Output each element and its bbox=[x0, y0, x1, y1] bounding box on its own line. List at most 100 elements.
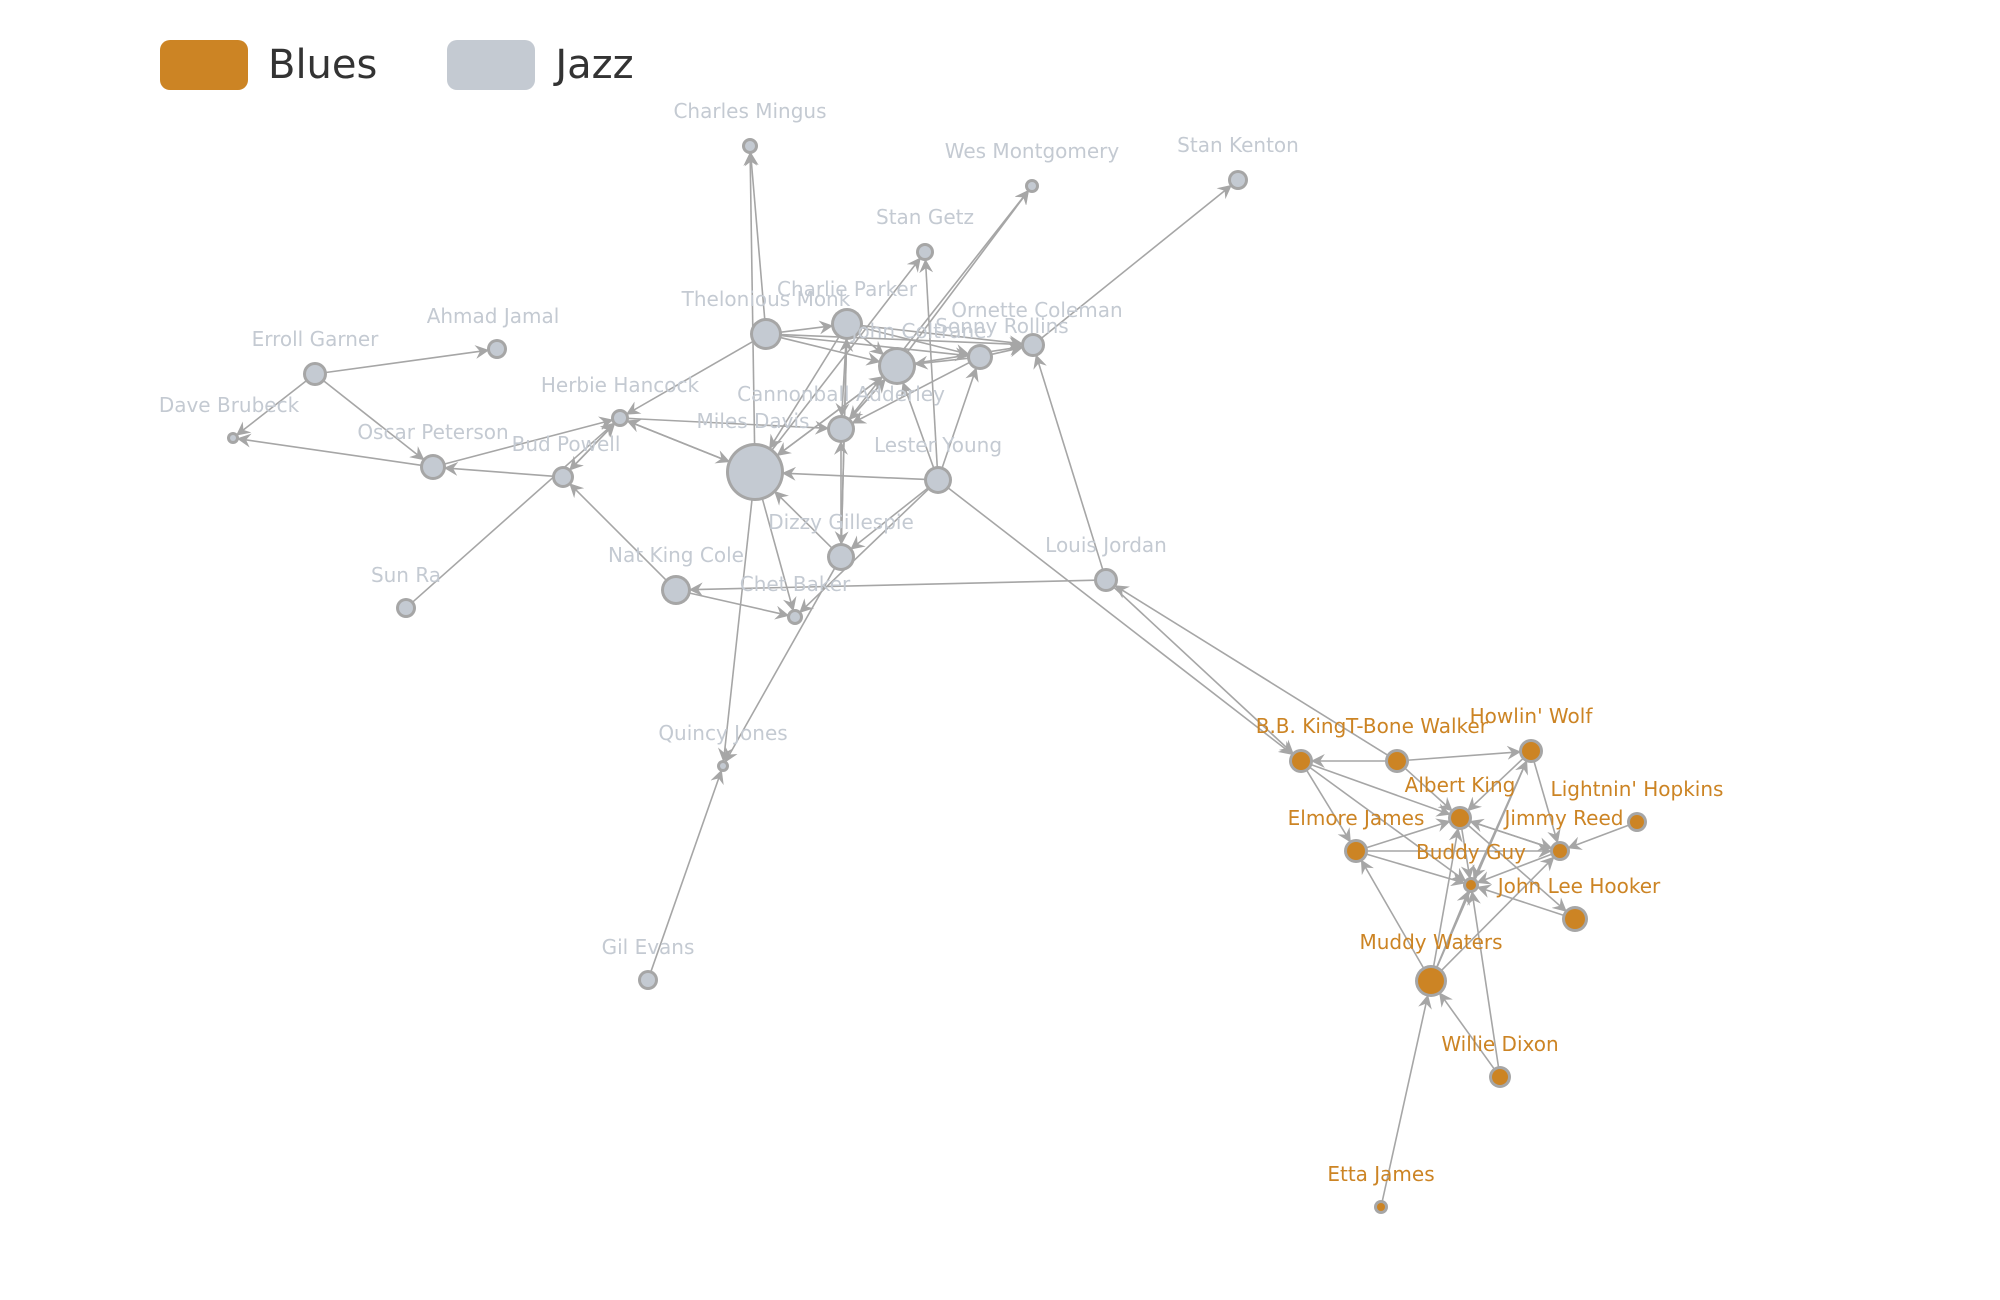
node-stan-kenton[interactable] bbox=[1228, 170, 1248, 190]
node-quincy-jones[interactable] bbox=[717, 760, 729, 772]
edge-sun-ra-to-herbie-hancock bbox=[411, 422, 615, 604]
node-dot-erroll-garner bbox=[306, 365, 324, 383]
node-etta-james[interactable] bbox=[1374, 1200, 1388, 1214]
node-label-john-coltrane: John Coltrane bbox=[850, 319, 987, 343]
node-label-buddy-guy: Buddy Guy bbox=[1416, 840, 1526, 864]
legend-item-jazz[interactable]: Jazz bbox=[447, 40, 634, 90]
node-lightnin-hopkins[interactable] bbox=[1627, 812, 1647, 832]
edge-nat-king-cole-to-bud-powell bbox=[569, 483, 668, 582]
node-elmore-james[interactable] bbox=[1344, 839, 1368, 863]
node-dot-howlin-wolf bbox=[1522, 742, 1540, 760]
edge-thelonious-monk-to-charlie-parker bbox=[779, 320, 834, 335]
node-bb-king[interactable] bbox=[1289, 749, 1313, 773]
node-dot-muddy-waters bbox=[1418, 968, 1444, 994]
edge-miles-davis-to-quincy-jones bbox=[717, 498, 753, 763]
node-john-coltrane[interactable] bbox=[878, 347, 916, 385]
edge-gil-evans-to-quincy-jones bbox=[649, 769, 724, 973]
node-label-miles-davis: Miles Davis bbox=[697, 409, 810, 433]
node-sonny-rollins[interactable] bbox=[967, 344, 993, 370]
edge-miles-davis-to-chet-baker bbox=[761, 497, 797, 612]
node-charlie-parker[interactable] bbox=[831, 308, 863, 340]
edge-oscar-peterson-to-herbie-hancock bbox=[443, 416, 614, 465]
node-ornette-coleman[interactable] bbox=[1021, 333, 1045, 357]
node-howlin-wolf[interactable] bbox=[1519, 739, 1543, 763]
edge-lester-young-to-dizzy-gillespie bbox=[850, 486, 930, 550]
node-charles-mingus[interactable] bbox=[742, 138, 758, 154]
node-john-lee-hooker[interactable] bbox=[1562, 906, 1588, 932]
edge-lester-young-to-john-coltrane bbox=[900, 381, 935, 469]
legend-label-blues: Blues bbox=[268, 42, 378, 88]
edge-john-coltrane-to-miles-davis bbox=[776, 375, 884, 456]
node-dot-nat-king-cole bbox=[664, 578, 688, 602]
node-label-sonny-rollins: Sonny Rollins bbox=[935, 314, 1068, 338]
node-dot-etta-james bbox=[1377, 1203, 1385, 1211]
node-dot-oscar-peterson bbox=[423, 457, 443, 477]
node-label-ornette-coleman: Ornette Coleman bbox=[951, 298, 1122, 322]
node-dot-lester-young bbox=[927, 469, 949, 491]
edge-john-coltrane-to-wes-montgomery bbox=[906, 189, 1030, 353]
node-thelonious-monk[interactable] bbox=[750, 318, 782, 350]
node-gil-evans[interactable] bbox=[638, 970, 658, 990]
edge-miles-davis-to-charles-mingus bbox=[743, 151, 758, 446]
node-dot-thelonious-monk bbox=[753, 321, 779, 347]
legend: Blues Jazz bbox=[160, 40, 704, 90]
edge-thelonious-monk-to-charles-mingus bbox=[744, 151, 766, 321]
node-dot-chet-baker bbox=[790, 612, 800, 622]
node-dot-john-lee-hooker bbox=[1565, 909, 1585, 929]
node-label-charles-mingus: Charles Mingus bbox=[673, 99, 826, 123]
node-willie-dixon[interactable] bbox=[1489, 1066, 1511, 1088]
legend-item-blues[interactable]: Blues bbox=[160, 40, 377, 90]
node-label-dave-brubeck: Dave Brubeck bbox=[159, 393, 300, 417]
node-dot-cannonball-adderley bbox=[830, 418, 852, 440]
node-label-cannonball-adderley: Cannonball Adderley bbox=[737, 382, 945, 406]
node-miles-davis[interactable] bbox=[726, 443, 784, 501]
edge-lightnin-hopkins-to-jimmy-reed bbox=[1567, 824, 1630, 850]
node-dot-charles-mingus bbox=[745, 141, 755, 151]
edge-howlin-wolf-to-albert-king bbox=[1467, 757, 1525, 812]
node-dot-stan-getz bbox=[919, 246, 931, 258]
node-sun-ra[interactable] bbox=[396, 598, 416, 618]
edge-lester-young-to-stan-getz bbox=[919, 258, 939, 469]
node-nat-king-cole[interactable] bbox=[661, 575, 691, 605]
node-label-lightnin-hopkins: Lightnin' Hopkins bbox=[1551, 777, 1724, 801]
node-jimmy-reed[interactable] bbox=[1550, 841, 1570, 861]
edge-willie-dixon-to-buddy-guy bbox=[1467, 890, 1500, 1069]
node-muddy-waters[interactable] bbox=[1415, 965, 1447, 997]
edge-howlin-wolf-to-buddy-guy bbox=[1472, 759, 1528, 880]
edge-dizzy-gillespie-to-miles-davis bbox=[774, 490, 834, 550]
node-label-dizzy-gillespie: Dizzy Gillespie bbox=[768, 510, 914, 534]
node-stan-getz[interactable] bbox=[916, 243, 934, 261]
node-wes-montgomery[interactable] bbox=[1025, 179, 1039, 193]
legend-label-jazz: Jazz bbox=[555, 42, 634, 88]
node-bud-powell[interactable] bbox=[552, 466, 574, 488]
node-label-bb-king: B.B. King bbox=[1256, 714, 1347, 738]
edge-muddy-waters-to-jimmy-reed bbox=[1440, 856, 1555, 972]
node-dave-brubeck[interactable] bbox=[227, 432, 239, 444]
node-label-stan-kenton: Stan Kenton bbox=[1177, 133, 1299, 157]
node-dot-willie-dixon bbox=[1492, 1069, 1508, 1085]
node-label-lester-young: Lester Young bbox=[874, 433, 1002, 457]
node-dizzy-gillespie[interactable] bbox=[827, 543, 855, 571]
node-louis-jordan[interactable] bbox=[1094, 568, 1118, 592]
edge-muddy-waters-to-buddy-guy bbox=[1435, 890, 1470, 969]
node-chet-baker[interactable] bbox=[787, 609, 803, 625]
edge-thelonious-monk-to-sonny-rollins bbox=[779, 334, 970, 362]
edge-john-lee-hooker-to-buddy-guy bbox=[1476, 884, 1565, 917]
node-dot-charlie-parker bbox=[834, 311, 860, 337]
node-t-bone-walker[interactable] bbox=[1385, 749, 1409, 773]
node-herbie-hancock[interactable] bbox=[611, 409, 629, 427]
node-label-erroll-garner: Erroll Garner bbox=[252, 327, 380, 351]
node-oscar-peterson[interactable] bbox=[420, 454, 446, 480]
node-ahmad-jamal[interactable] bbox=[487, 339, 507, 359]
node-buddy-guy[interactable] bbox=[1463, 877, 1479, 893]
node-label-nat-king-cole: Nat King Cole bbox=[608, 543, 744, 567]
edge-sonny-rollins-to-ornette-coleman bbox=[990, 343, 1024, 358]
node-dot-ornette-coleman bbox=[1024, 336, 1042, 354]
edge-erroll-garner-to-dave-brubeck bbox=[236, 379, 308, 436]
node-cannonball-adderley[interactable] bbox=[827, 415, 855, 443]
node-erroll-garner[interactable] bbox=[303, 362, 327, 386]
node-lester-young[interactable] bbox=[924, 466, 952, 494]
node-albert-king[interactable] bbox=[1448, 806, 1472, 830]
edge-bb-king-to-elmore-james bbox=[1305, 769, 1351, 843]
